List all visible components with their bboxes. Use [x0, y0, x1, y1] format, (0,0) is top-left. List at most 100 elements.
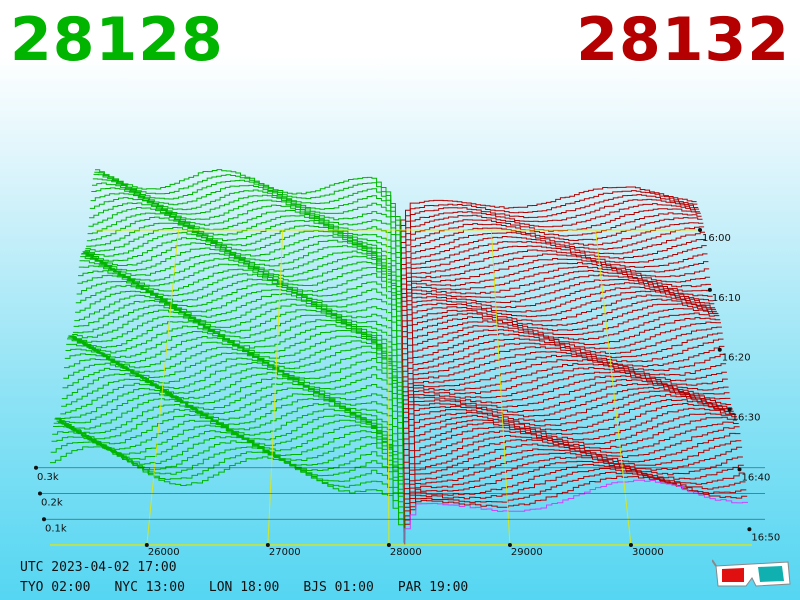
clock-lon: LON 18:00 [208, 580, 280, 595]
ask-depth-line [402, 359, 727, 411]
x-tick-dot [507, 543, 512, 547]
ask-depth-line [401, 294, 716, 349]
ask-depth-line [403, 399, 735, 463]
world-clock-row: TYO 02:00 NYC 13:00 LON 18:00 BJS 01:00 PAR … [20, 580, 492, 595]
ask-depth-line [402, 308, 719, 365]
x-gridline [386, 229, 390, 546]
clock-par: PAR 19:00 [397, 580, 469, 595]
z-tick-label: 0.3k [37, 472, 59, 483]
time-tick-dot [707, 287, 712, 292]
ask-depth-line [401, 290, 716, 344]
ask-price: 28132 [576, 5, 790, 75]
ask-depth-line [403, 446, 743, 509]
bid-depth-line [89, 202, 402, 272]
time-tick-dot [717, 347, 722, 352]
bid-depth-line [88, 207, 402, 277]
ask-depth-line [402, 363, 727, 416]
bid-depth-line [58, 392, 405, 483]
bid-depth-line [52, 431, 405, 530]
z-tick-dot [34, 465, 38, 470]
x-gridline [146, 229, 179, 546]
bid-depth-line [53, 422, 405, 520]
bid-depth-line [95, 169, 401, 230]
ask-depth-line [404, 460, 744, 520]
ask-depth-line [401, 282, 714, 334]
time-tick-label: 16:50 [751, 532, 780, 543]
ask-depth-line [404, 471, 747, 535]
z-tick-label: 0.1k [45, 523, 67, 534]
bid-depth-line [50, 446, 405, 545]
bid-depth-line [63, 362, 404, 452]
time-tick-dot [747, 527, 752, 532]
3d-glasses-icon[interactable] [712, 556, 792, 592]
ask-depth-line [400, 217, 703, 267]
bid-depth-line [80, 256, 403, 334]
ask-depth-line [400, 208, 701, 256]
ask-depth-line [400, 226, 705, 277]
ask-depth-line [402, 326, 722, 385]
ask-depth-line [403, 407, 737, 473]
ask-depth-line [400, 194, 699, 241]
bid-depth-line [67, 336, 404, 422]
ask-depth-line [400, 198, 700, 246]
bid-depth-line [62, 367, 404, 458]
bid-depth-line [72, 309, 403, 391]
ask-depth-line [403, 440, 742, 504]
depth-walls [50, 169, 748, 545]
ask-depth-line [402, 321, 721, 380]
bid-depth-line [69, 331, 404, 411]
ask-depth-line [403, 416, 738, 483]
time-tick-label: 16:20 [722, 353, 751, 364]
ask-depth-line [403, 390, 733, 452]
ask-depth-line [401, 286, 715, 339]
ask-depth-line [401, 253, 708, 298]
ask-depth-line [402, 367, 728, 422]
ask-depth-line [403, 421, 739, 489]
ask-depth-line [401, 258, 709, 303]
time-tick-label: 16:40 [742, 472, 771, 483]
bid-depth-line [77, 274, 403, 354]
x-tick-label: 30000 [632, 547, 664, 558]
ask-depth-line [400, 190, 698, 236]
bid-depth-line [78, 270, 403, 349]
ask-depth-line [401, 245, 707, 292]
x-tick-label: 26000 [148, 547, 180, 558]
ask-depth-line [403, 394, 734, 458]
time-tick-dot [737, 467, 742, 472]
time-tick-label: 16:30 [732, 413, 761, 424]
bid-depth-line [86, 222, 402, 292]
bid-depth-line [92, 178, 402, 246]
bid-depth-line [70, 321, 404, 401]
bid-depth-line [53, 425, 405, 525]
ask-depth-line [402, 332, 723, 391]
x-gridline [595, 229, 632, 546]
utc-timestamp: UTC 2023-04-02 17:00 [20, 560, 177, 575]
bid-depth-line [55, 417, 405, 509]
bid-depth-line [66, 343, 404, 432]
x-gridline [267, 229, 284, 546]
clock-tyo: TYO 02:00 [20, 580, 91, 595]
ask-depth-line [401, 231, 705, 282]
ask-depth-line [403, 383, 732, 442]
x-tick-dot [628, 543, 633, 547]
ask-depth-line [401, 274, 712, 323]
ask-depth-line [401, 298, 717, 354]
ask-depth-line [401, 262, 710, 308]
ask-depth-line [404, 468, 746, 530]
bid-depth-line [81, 253, 403, 329]
ask-depth-line [402, 317, 721, 375]
bid-depth-line [51, 436, 405, 535]
ask-depth-line [400, 203, 700, 251]
bid-depth-line [64, 358, 404, 447]
bid-depth-line [50, 441, 405, 540]
ask-depth-line [403, 412, 737, 478]
time-tick-label: 16:10 [712, 293, 741, 304]
ask-depth-line [403, 403, 736, 468]
bid-depth-line [87, 212, 402, 282]
ask-depth-line [402, 338, 724, 396]
x-tick-dot [265, 543, 270, 547]
ask-depth-line [402, 303, 718, 360]
ask-depth-line [401, 265, 711, 313]
bid-depth-line [72, 304, 403, 385]
